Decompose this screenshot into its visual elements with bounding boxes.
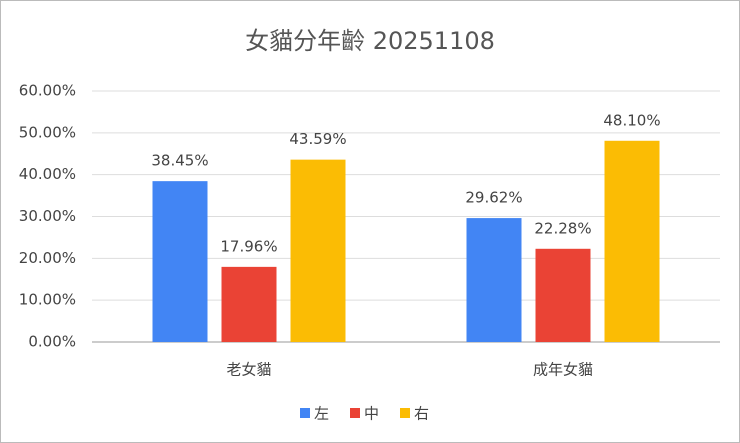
legend-swatch	[350, 408, 360, 418]
y-tick-label: 50.00%	[19, 123, 76, 141]
bar	[152, 181, 208, 342]
legend-label: 左	[314, 405, 329, 423]
value-label: 22.28%	[534, 219, 591, 237]
x-tick-label: 老女貓	[226, 361, 271, 379]
bar	[290, 159, 346, 342]
bar	[221, 266, 277, 342]
y-tick-label: 10.00%	[19, 291, 76, 309]
value-label: 38.45%	[151, 152, 208, 170]
bar	[535, 248, 591, 342]
legend-label: 中	[364, 405, 379, 423]
legend-swatch	[400, 408, 410, 418]
bar	[604, 140, 660, 342]
value-label: 48.10%	[603, 111, 660, 129]
legend-label: 右	[414, 405, 429, 423]
y-tick-label: 20.00%	[19, 249, 76, 267]
value-label: 17.96%	[220, 237, 277, 255]
y-tick-label: 0.00%	[28, 333, 76, 351]
legend-swatch	[300, 408, 310, 418]
bar	[466, 218, 522, 342]
value-label: 43.59%	[289, 130, 346, 148]
x-tick-label: 成年女貓	[533, 361, 593, 379]
chart-title: 女貓分年齡 20251108	[245, 27, 495, 55]
y-tick-label: 40.00%	[19, 165, 76, 183]
y-tick-label: 60.00%	[19, 82, 76, 100]
value-label: 29.62%	[465, 189, 522, 207]
y-tick-label: 30.00%	[19, 207, 76, 225]
